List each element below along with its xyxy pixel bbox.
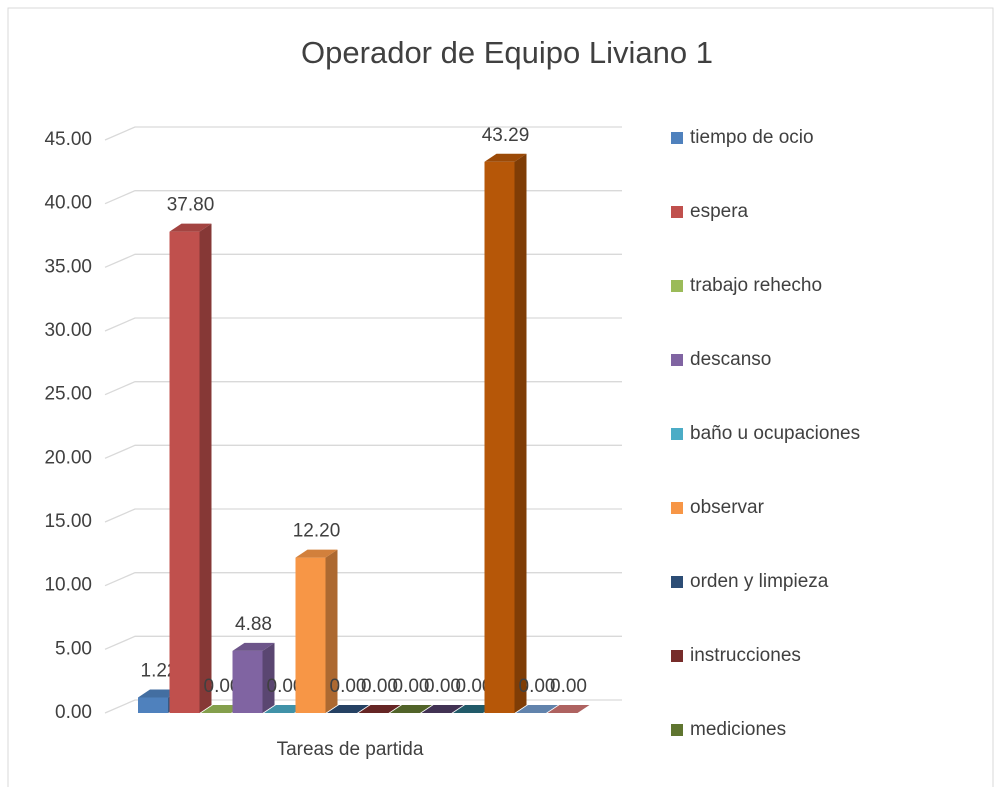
data-label: 0.00	[456, 676, 493, 697]
bar	[484, 153, 527, 714]
legend-label: instrucciones	[690, 645, 801, 666]
bar	[327, 705, 369, 713]
grid-line	[104, 253, 622, 268]
x-axis-label: Tareas de partida	[277, 739, 424, 760]
y-tick-label: 30.00	[44, 320, 92, 341]
bar	[295, 549, 338, 713]
bar-face	[358, 705, 401, 713]
bar-face	[232, 650, 263, 713]
legend-label: observar	[690, 497, 765, 518]
grid-line	[104, 381, 622, 396]
legend-swatch	[671, 280, 683, 292]
legend-swatch	[671, 650, 683, 662]
grid-line	[104, 317, 622, 332]
legend-label: orden y limpieza	[690, 571, 829, 592]
legend-swatch	[671, 206, 683, 218]
bar-face	[169, 231, 200, 713]
legend-swatch	[671, 354, 683, 366]
bar-face	[327, 705, 369, 713]
bar-face	[514, 153, 527, 714]
legend-swatch	[671, 428, 683, 440]
y-tick-label: 10.00	[44, 575, 92, 596]
bar-face	[390, 705, 432, 713]
bar-face	[262, 642, 275, 713]
chart-title: Operador de Equipo Liviano 1	[301, 35, 713, 70]
legend-swatch	[671, 576, 683, 588]
data-label: 4.88	[235, 614, 272, 635]
bar-face	[199, 223, 212, 713]
data-label: 0.00	[204, 676, 241, 697]
legend-label: descanso	[690, 349, 771, 370]
legend-label: tiempo de ocio	[690, 127, 814, 148]
bar	[390, 705, 432, 713]
data-label: 12.20	[293, 521, 341, 542]
y-tick-label: 25.00	[44, 384, 92, 405]
chart-border	[7, 7, 994, 787]
y-tick-label: 45.00	[44, 129, 92, 150]
legend-label: espera	[690, 201, 749, 222]
data-label: 0.00	[550, 676, 587, 697]
bar-face	[295, 549, 338, 558]
legend-swatch	[671, 502, 683, 514]
bar	[358, 705, 401, 713]
bar-face	[169, 223, 212, 232]
grid-line	[104, 572, 622, 587]
bar	[547, 705, 590, 713]
data-label: 0.00	[393, 676, 430, 697]
legend-swatch	[671, 724, 683, 736]
y-tick-label: 20.00	[44, 447, 92, 468]
y-tick-label: 15.00	[44, 511, 92, 532]
data-label: 0.00	[519, 676, 556, 697]
grid-line	[104, 699, 622, 714]
data-label: 37.80	[167, 195, 215, 216]
data-label: 0.00	[361, 676, 398, 697]
legend-label: trabajo rehecho	[690, 275, 822, 296]
grid-line	[104, 190, 622, 205]
data-label: 0.00	[424, 676, 461, 697]
bar-face	[138, 697, 168, 713]
bar-face	[295, 557, 326, 713]
grid-line	[104, 635, 622, 650]
grid-line	[104, 508, 622, 523]
legend-label: mediciones	[690, 719, 786, 740]
bar-face	[232, 642, 275, 651]
y-tick-label: 0.00	[55, 702, 92, 723]
y-tick-label: 40.00	[44, 193, 92, 214]
bar-face	[547, 705, 590, 713]
data-label: 0.00	[267, 676, 304, 697]
y-tick-label: 35.00	[44, 256, 92, 277]
bar-face	[421, 705, 464, 713]
data-label: 0.00	[330, 676, 367, 697]
bar-face	[484, 161, 515, 714]
data-label: 1.22	[141, 660, 178, 681]
bar	[169, 223, 212, 713]
legend-swatch	[671, 132, 683, 144]
y-tick-label: 5.00	[55, 638, 92, 659]
bar	[232, 642, 275, 713]
bar	[516, 705, 558, 713]
data-label: 43.29	[482, 125, 530, 146]
bar	[421, 705, 464, 713]
bar-face	[325, 549, 338, 713]
grid-line	[104, 126, 622, 141]
legend-label: baño u ocupaciones	[690, 423, 860, 444]
bar-face	[516, 705, 558, 713]
grid-line	[104, 444, 622, 459]
bar-face	[484, 153, 527, 162]
